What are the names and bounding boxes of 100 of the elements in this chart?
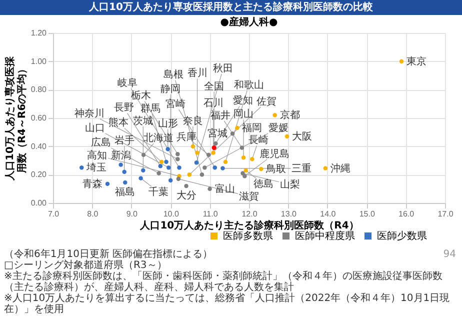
x-tick-label: 13.0 xyxy=(280,210,298,218)
annotation: 秋田 xyxy=(213,62,234,74)
y-tick-label: 0.40 xyxy=(30,142,48,151)
annotation: 茨城 xyxy=(133,114,154,127)
y-tick-label: 0.80 xyxy=(30,85,48,94)
point xyxy=(166,165,171,170)
point xyxy=(176,156,180,162)
y-axis-title: 人口10万人あたり専攻医採用数（R4～R6の平均） xyxy=(4,56,28,182)
chart-subtitle: ●産婦人科● xyxy=(220,16,278,28)
y-tick-label: 0.60 xyxy=(30,114,48,122)
point xyxy=(164,160,168,164)
chart-title: 人口10万人あたり専攻医採用数と主たる診療科別医師数の比較 xyxy=(0,0,462,15)
point xyxy=(141,168,146,173)
point xyxy=(200,172,204,177)
y-tick-label: 1.00 xyxy=(30,56,48,66)
annotation: 佐賀 xyxy=(256,95,276,108)
annotation: 徳島 xyxy=(254,178,274,190)
point xyxy=(176,152,180,156)
point xyxy=(242,174,247,178)
annotation: 千葉 xyxy=(148,186,168,198)
point xyxy=(220,166,225,170)
annotation: 静岡 xyxy=(160,82,181,95)
annotation: 宮崎 xyxy=(165,98,186,110)
annotation: 群馬 xyxy=(140,102,160,114)
x-tick-label: 12.0 xyxy=(242,210,258,218)
annotation: 京都 xyxy=(280,109,300,122)
annotation: 岐阜 xyxy=(118,77,138,90)
text: ※人口10万人あたりを算出するに当たっては、総務省「人口推計（2022年（令和４年）10月1日現在）」を使用 xyxy=(4,293,451,315)
annotation: 埼玉 xyxy=(86,162,107,174)
point xyxy=(212,165,218,170)
point xyxy=(138,176,143,180)
point xyxy=(194,160,199,165)
x-tick-label: 17.0 xyxy=(438,210,454,218)
annotation: 北海道 xyxy=(144,132,174,144)
point xyxy=(118,162,123,167)
point xyxy=(168,178,173,182)
point xyxy=(235,126,240,130)
annotation: 岩手 xyxy=(114,134,134,146)
annotation: 山口 xyxy=(85,122,106,134)
point xyxy=(230,131,235,136)
x-axis-title: 人口10万人あたり主たる診療科別医師数（R4） xyxy=(139,220,359,232)
point xyxy=(399,59,404,64)
annotation: 島根 xyxy=(164,68,184,81)
annotation: 岡山 xyxy=(234,108,254,120)
annotation: 高知 xyxy=(87,150,108,162)
annotation: 滋賀 xyxy=(238,190,259,202)
annotation: 奈良 xyxy=(182,114,203,127)
annotation: 沖縄 xyxy=(330,162,350,174)
annotation: 大分 xyxy=(176,190,196,202)
annotation: 愛知 xyxy=(233,94,254,107)
annotation: 鹿児島 xyxy=(259,148,290,160)
y-tick-label: 1.20 xyxy=(30,28,48,38)
text: 94 xyxy=(443,249,456,260)
annotation: 大阪 xyxy=(292,130,312,142)
x-tick-label: 15.0 xyxy=(359,210,376,218)
point xyxy=(212,145,216,150)
annotation: 熊本 xyxy=(108,116,128,129)
point xyxy=(323,166,328,170)
x-tick-label: 9.0 xyxy=(126,210,138,218)
annotation: 鳥取 xyxy=(265,163,286,175)
point xyxy=(158,164,163,168)
annotation: 富山 xyxy=(214,182,235,195)
annotation: 新潟 xyxy=(110,149,131,162)
point xyxy=(272,113,277,118)
x-tick-label: 10.0 xyxy=(163,210,180,218)
annotation: 栃木 xyxy=(131,90,152,102)
annotation: 福島 xyxy=(115,186,136,198)
legend-label: 医師少数県 xyxy=(377,230,427,242)
point xyxy=(206,152,211,157)
point xyxy=(190,144,196,148)
point xyxy=(211,150,216,155)
point xyxy=(176,176,181,182)
point xyxy=(240,146,244,150)
point xyxy=(244,168,248,173)
annotation: 香川 xyxy=(187,67,208,80)
annotation: 青森 xyxy=(82,178,102,190)
y-tick-label: 0.20 xyxy=(30,170,48,180)
legend-label: 医師中程度県 xyxy=(295,230,355,242)
point xyxy=(122,170,126,174)
annotation: 宮城 xyxy=(208,128,228,140)
point xyxy=(223,160,228,164)
point xyxy=(79,165,84,170)
text: □シーリング対象都道府県（R3～） xyxy=(4,260,168,271)
x-tick-label: 11.0 xyxy=(202,210,218,218)
point xyxy=(166,147,170,152)
point xyxy=(123,180,128,185)
point xyxy=(259,166,264,172)
point xyxy=(202,165,207,170)
annotation: 石川 xyxy=(203,97,224,110)
x-tick-label: 16.0 xyxy=(398,210,415,218)
x-tick-label: 8.0 xyxy=(87,210,99,218)
text: ※主たる診療科別医師数は、「医師・歯科医師・薬剤師統計」（令和４年）の医療施設従事医師数（主たる診療科）が、産婦人科、産科、婦人科である人数を集計 xyxy=(4,271,444,293)
point xyxy=(214,141,218,146)
annotation: 三重 xyxy=(292,162,312,174)
annotation: 神奈川 xyxy=(74,107,104,120)
point xyxy=(208,186,212,191)
point xyxy=(156,171,161,176)
annotation: 広島 xyxy=(90,136,111,148)
point xyxy=(141,152,146,157)
point xyxy=(250,156,254,162)
